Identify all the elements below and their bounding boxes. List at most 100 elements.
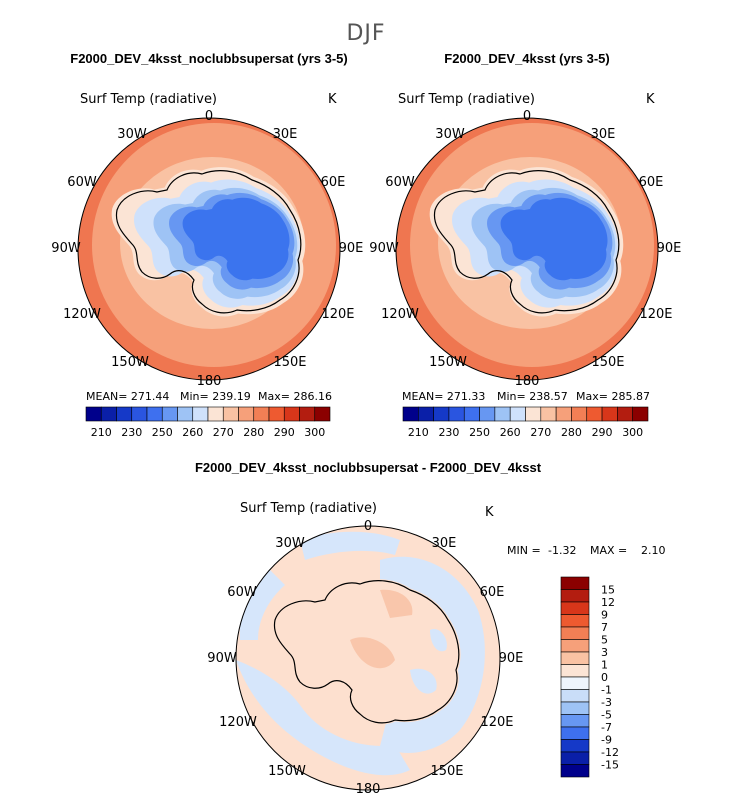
panel-c-variable: Surf Temp (radiative) — [240, 501, 377, 516]
colorbar-swatch — [177, 406, 194, 422]
colorbar-tick-label: -1 — [601, 684, 612, 697]
panel-a-min: Min= 239.19 — [180, 390, 251, 403]
lon-label-60w: 60W — [67, 175, 97, 190]
colorbar-swatch — [617, 406, 633, 422]
colorbar-swatch — [494, 406, 511, 422]
colorbar-swatch — [560, 651, 590, 665]
colorbar-swatch — [560, 751, 590, 765]
panel-b-mean: MEAN= 271.33 — [402, 390, 485, 403]
colorbar-swatch — [560, 764, 590, 778]
colorbar-swatch — [314, 406, 331, 422]
colorbar-tick-label: 3 — [601, 646, 608, 659]
lon-label-150w: 150W — [111, 355, 149, 370]
colorbar-swatch — [100, 406, 117, 422]
colorbar-tick-label: 260 — [500, 426, 521, 439]
colorbar-tick-label: -5 — [601, 709, 612, 722]
panel-a: F2000_DEV_4ksst_noclubbsupersat (yrs 3-5… — [51, 51, 363, 439]
colorbar-swatch — [560, 626, 590, 640]
colorbar-tick-label: 260 — [182, 426, 203, 439]
lon-label-150w: 150W — [429, 355, 467, 370]
colorbar-tick-label: 270 — [530, 426, 551, 439]
colorbar-tick-label: 9 — [601, 609, 608, 622]
colorbar-swatch — [555, 406, 572, 422]
lon-label-150w: 150W — [268, 764, 306, 779]
colorbar-swatch — [463, 406, 480, 422]
panel-c-map — [236, 526, 500, 790]
panel-a-units: K — [328, 92, 337, 107]
panel-c-max-label: MAX = — [590, 544, 627, 557]
lon-label-0: 0 — [364, 519, 372, 534]
panel-c-lon-labels: 0 30E 60E 90E 120E 150E 180 150W 120W 90… — [207, 519, 523, 797]
panel-b-map — [396, 118, 658, 380]
colorbar-swatch — [238, 406, 255, 422]
lon-label-60e: 60E — [639, 175, 664, 190]
colorbar-tick-label: 210 — [408, 426, 429, 439]
colorbar-swatch — [418, 406, 434, 422]
lon-label-30w: 30W — [117, 127, 147, 142]
colorbar-tick-label: 290 — [592, 426, 613, 439]
colorbar-tick-label: 12 — [601, 596, 615, 609]
colorbar-tick-label: -7 — [601, 721, 612, 734]
lon-label-150e: 150E — [273, 355, 306, 370]
lon-label-90e: 90E — [657, 241, 682, 256]
panel-b-colorbar: 210 230 250 260 270 280 290 300 — [402, 406, 649, 439]
colorbar-swatch — [560, 689, 590, 703]
panel-b-max: Max= 285.87 — [576, 390, 650, 403]
colorbar-tick-label: 230 — [121, 426, 142, 439]
lon-label-120w: 120W — [381, 307, 419, 322]
panel-a-mean: MEAN= 271.44 — [86, 390, 169, 403]
colorbar-swatch — [268, 406, 285, 422]
lon-label-120e: 120E — [480, 715, 513, 730]
colorbar-swatch — [207, 406, 224, 422]
colorbar-swatch — [283, 406, 300, 422]
lon-label-30w: 30W — [435, 127, 465, 142]
lon-label-60w: 60W — [385, 175, 415, 190]
lon-label-90w: 90W — [369, 241, 399, 256]
colorbar-swatch — [560, 701, 590, 715]
colorbar-swatch — [85, 406, 102, 422]
panel-a-title: F2000_DEV_4ksst_noclubbsupersat (yrs 3-5… — [70, 51, 347, 66]
lon-label-0: 0 — [523, 109, 531, 124]
colorbar-swatch — [402, 406, 419, 422]
lon-label-0: 0 — [205, 109, 213, 124]
panel-c: F2000_DEV_4ksst_noclubbsupersat - F2000_… — [195, 460, 666, 797]
lon-label-150e: 150E — [430, 764, 463, 779]
colorbar-swatch — [560, 639, 590, 653]
colorbar-tick-label: 270 — [213, 426, 234, 439]
colorbar-swatch — [299, 406, 316, 422]
colorbar-swatch — [560, 601, 590, 615]
colorbar-swatch — [601, 406, 618, 422]
colorbar-tick-label: 290 — [274, 426, 295, 439]
panel-b-units: K — [646, 92, 655, 107]
colorbar-swatch — [560, 664, 590, 678]
colorbar-swatch — [560, 726, 590, 740]
colorbar-swatch — [146, 406, 163, 422]
lon-label-30e: 30E — [432, 536, 457, 551]
lon-label-120w: 120W — [63, 307, 101, 322]
colorbar-swatch — [560, 589, 590, 603]
lon-label-90e: 90E — [499, 651, 524, 666]
panel-b-variable: Surf Temp (radiative) — [398, 92, 535, 107]
colorbar-swatch — [509, 406, 526, 422]
panel-a-colorbar: 210 230 250 260 270 280 290 300 — [85, 406, 331, 439]
panel-b-title: F2000_DEV_4ksst (yrs 3-5) — [444, 51, 610, 66]
panel-c-units: K — [485, 505, 494, 520]
panel-a-max: Max= 286.16 — [258, 390, 332, 403]
colorbar-swatch — [479, 406, 496, 422]
colorbar-swatch — [586, 406, 603, 422]
panel-c-min-value: -1.32 — [548, 544, 576, 557]
panel-c-title: F2000_DEV_4ksst_noclubbsupersat - F2000_… — [195, 460, 542, 475]
colorbar-tick-label: 230 — [438, 426, 459, 439]
lon-label-60e: 60E — [321, 175, 346, 190]
lon-label-90w: 90W — [51, 241, 81, 256]
panel-a-map — [78, 118, 340, 380]
lon-label-120e: 120E — [639, 307, 672, 322]
lon-label-180: 180 — [515, 374, 540, 389]
colorbar-tick-label: 15 — [601, 584, 615, 597]
lon-label-60w: 60W — [227, 585, 257, 600]
panel-c-max-value: 2.10 — [641, 544, 666, 557]
colorbar-swatch — [560, 614, 590, 628]
panel-c-min-label: MIN = — [507, 544, 541, 557]
colorbar-swatch — [253, 406, 270, 422]
colorbar-swatch — [433, 406, 450, 422]
